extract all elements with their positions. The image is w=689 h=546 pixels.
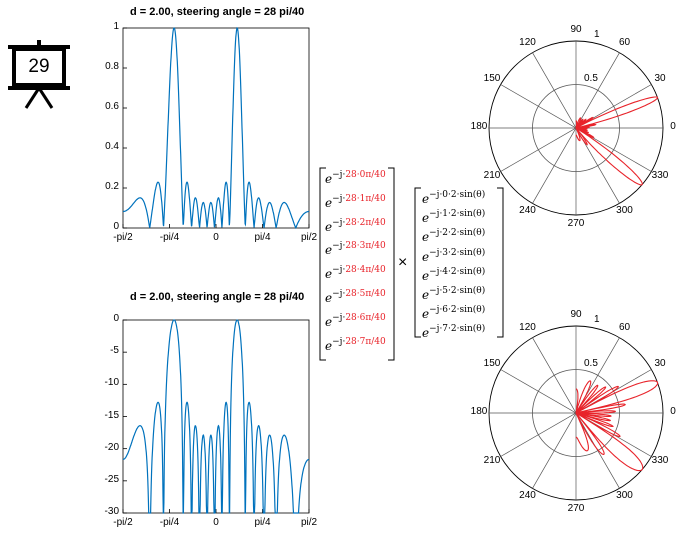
polar-angle-label: 120 [519, 321, 536, 333]
projector-screen-icon: 29 [6, 40, 72, 110]
polar-angle-label: 0 [670, 406, 676, 417]
steering-term: e−j·28·7π/40 [325, 336, 386, 353]
polar-angle-label: 300 [616, 490, 633, 501]
y-tick-label: 0.4 [105, 141, 119, 152]
y-tick-label: 0 [113, 221, 119, 232]
steering-term: e−j·28·0π/40 [325, 170, 386, 186]
polar-angle-label: 270 [567, 503, 585, 514]
x-tick-label: 0 [213, 517, 219, 528]
steering-term: e−j·28·4π/40 [325, 265, 386, 282]
y-tick-label: -15 [104, 409, 119, 421]
polar-angle-label: 30 [654, 72, 666, 84]
steering-term: e−j·28·1π/40 [325, 193, 386, 210]
y-tick-label: -25 [104, 473, 119, 485]
polar-angle-label: 180 [470, 121, 488, 132]
y-tick-label: 0 [113, 313, 119, 324]
x-tick-label: -pi/2 [113, 232, 133, 243]
polar-angle-label: 0 [670, 121, 676, 132]
polar-angle-label: 150 [483, 357, 501, 369]
x-tick-label: pi/4 [254, 517, 271, 528]
x-tick-label: -pi/4 [159, 517, 180, 528]
polar-angle-label: 180 [470, 406, 488, 417]
polar-angle-label: 210 [483, 169, 501, 181]
phase-term: e−j·4·2·sin(θ) [422, 266, 486, 283]
series-line [123, 26, 309, 230]
polar-angle-label: 150 [483, 72, 501, 84]
phase-term: e−j·6·2·sin(θ) [422, 305, 486, 322]
polar-angle-label: 240 [519, 490, 536, 501]
polar-angle-label: 270 [567, 218, 585, 229]
multiply-operator: × [398, 254, 408, 271]
phase-term: e−j·5·2·sin(θ) [422, 286, 486, 302]
steering-term: e−j·28·2π/40 [325, 217, 386, 234]
phase-term: e−j·7·2·sin(θ) [422, 324, 486, 341]
polar-radial-label: 0.5 [584, 72, 598, 84]
x-tick-label: -pi/4 [159, 232, 180, 243]
chart-title: d = 2.00, steering angle = 28 pi/40 [130, 291, 305, 303]
y-tick-label: -30 [104, 506, 119, 517]
polar-radial-label: 0.5 [584, 357, 598, 369]
polar-angle-label: 210 [483, 454, 501, 466]
polar-pattern [574, 96, 659, 186]
steering-term: e−j·28·5π/40 [325, 289, 386, 305]
polar-radial-label: 1 [594, 29, 600, 40]
polar-pattern [575, 380, 659, 472]
polar-angle-label: 330 [651, 454, 669, 466]
x-tick-label: -pi/2 [113, 517, 133, 528]
polar-angle-label: 240 [519, 205, 536, 216]
phase-term: e−j·2·2·sin(θ) [422, 228, 486, 245]
polar-angle-label: 90 [570, 24, 582, 35]
x-tick-label: pi/2 [300, 517, 318, 528]
y-tick-label: 1 [113, 21, 119, 32]
x-tick-label: pi/2 [300, 232, 318, 243]
phase-term: e−j·1·2·sin(θ) [422, 209, 486, 226]
x-tick-label: pi/4 [254, 232, 271, 243]
polar-angle-label: 300 [616, 205, 633, 216]
polar-angle-label: 60 [618, 36, 631, 48]
y-tick-label: 0.2 [105, 181, 119, 192]
polar-angle-label: 330 [651, 169, 669, 181]
polar-angle-label: 60 [618, 321, 631, 333]
y-tick-label: 0.6 [105, 101, 119, 112]
x-tick-label: 0 [213, 232, 219, 243]
polar-angle-label: 120 [519, 36, 536, 48]
polar-radial-label: 1 [594, 314, 600, 325]
steering-term: e−j·28·6π/40 [325, 312, 386, 329]
steering-term: e−j·28·3π/40 [325, 241, 386, 258]
series-line [123, 319, 310, 514]
y-tick-label: -20 [104, 441, 119, 453]
y-tick-label: -5 [110, 345, 119, 357]
y-tick-label: 0.8 [105, 61, 119, 72]
polar-angle-label: 30 [654, 357, 666, 369]
phase-term: e−j·3·2·sin(θ) [422, 247, 486, 264]
polar-angle-label: 90 [570, 309, 582, 320]
slide-number: 29 [28, 56, 50, 77]
chart-title: d = 2.00, steering angle = 28 pi/40 [130, 6, 305, 18]
phase-term: e−j·0·2·sin(θ) [422, 190, 486, 206]
y-tick-label: -10 [104, 377, 119, 389]
